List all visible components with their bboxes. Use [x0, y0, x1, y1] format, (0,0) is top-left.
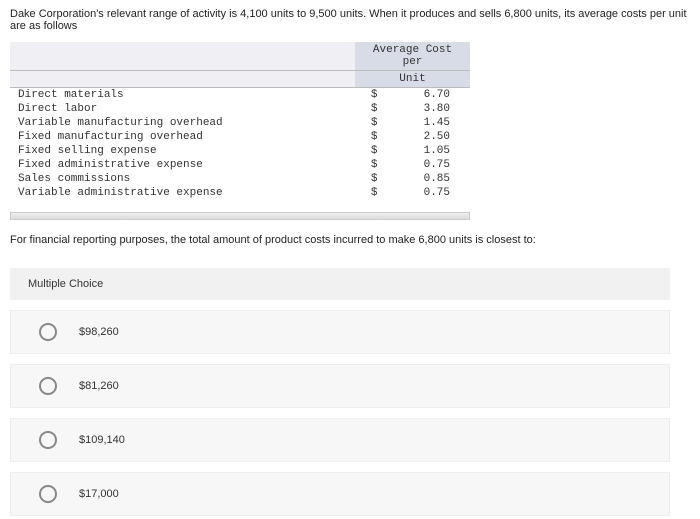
radio-icon[interactable]: [39, 485, 57, 503]
cost-value: 3.80: [393, 102, 470, 116]
radio-icon[interactable]: [39, 377, 57, 395]
currency-symbol: $: [355, 158, 393, 172]
table-row: Fixed administrative expense $ 0.75: [10, 158, 470, 172]
table-header-line2: Unit: [355, 71, 470, 88]
choice-option[interactable]: $81,260: [10, 364, 670, 408]
cost-value: 0.75: [393, 186, 470, 200]
cost-label: Direct materials: [10, 88, 355, 103]
radio-icon[interactable]: [39, 323, 57, 341]
cost-label: Direct labor: [10, 102, 355, 116]
currency-symbol: $: [355, 144, 393, 158]
table-header-line1: Average Cost per: [355, 42, 470, 71]
choice-option[interactable]: $17,000: [10, 472, 670, 516]
table-scrollbar[interactable]: [10, 212, 470, 220]
table-row: Direct materials $ 6.70: [10, 88, 470, 103]
cost-label: Fixed selling expense: [10, 144, 355, 158]
cost-value: 1.45: [393, 116, 470, 130]
cost-label: Fixed administrative expense: [10, 158, 355, 172]
choice-option[interactable]: $109,140: [10, 418, 670, 462]
table-header-blank2: [10, 71, 355, 88]
currency-symbol: $: [355, 88, 393, 103]
choice-option[interactable]: $98,260: [10, 310, 670, 354]
choice-label: $81,260: [79, 380, 119, 392]
choice-label: $109,140: [79, 434, 125, 446]
radio-icon[interactable]: [39, 431, 57, 449]
cost-value: 1.05: [393, 144, 470, 158]
currency-symbol: $: [355, 186, 393, 200]
cost-value: 6.70: [393, 88, 470, 103]
cost-label: Variable administrative expense: [10, 186, 355, 200]
choice-label: $98,260: [79, 326, 119, 338]
question-prompt: For financial reporting purposes, the to…: [10, 234, 690, 246]
question-intro: Dake Corporation's relevant range of act…: [10, 8, 690, 32]
table-row: Sales commissions $ 0.85: [10, 172, 470, 186]
table-row: Direct labor $ 3.80: [10, 102, 470, 116]
choice-label: $17,000: [79, 488, 119, 500]
cost-value: 0.85: [393, 172, 470, 186]
table-row: Fixed selling expense $ 1.05: [10, 144, 470, 158]
table-row: Variable manufacturing overhead $ 1.45: [10, 116, 470, 130]
cost-label: Fixed manufacturing overhead: [10, 130, 355, 144]
cost-label: Sales commissions: [10, 172, 355, 186]
currency-symbol: $: [355, 102, 393, 116]
currency-symbol: $: [355, 172, 393, 186]
cost-table: Average Cost per Unit Direct materials $…: [10, 42, 470, 200]
table-row: Variable administrative expense $ 0.75: [10, 186, 470, 200]
currency-symbol: $: [355, 116, 393, 130]
cost-label: Variable manufacturing overhead: [10, 116, 355, 130]
table-header-blank: [10, 42, 355, 71]
currency-symbol: $: [355, 130, 393, 144]
cost-value: 0.75: [393, 158, 470, 172]
table-row: Fixed manufacturing overhead $ 2.50: [10, 130, 470, 144]
multiple-choice-header: Multiple Choice: [10, 268, 670, 300]
cost-value: 2.50: [393, 130, 470, 144]
